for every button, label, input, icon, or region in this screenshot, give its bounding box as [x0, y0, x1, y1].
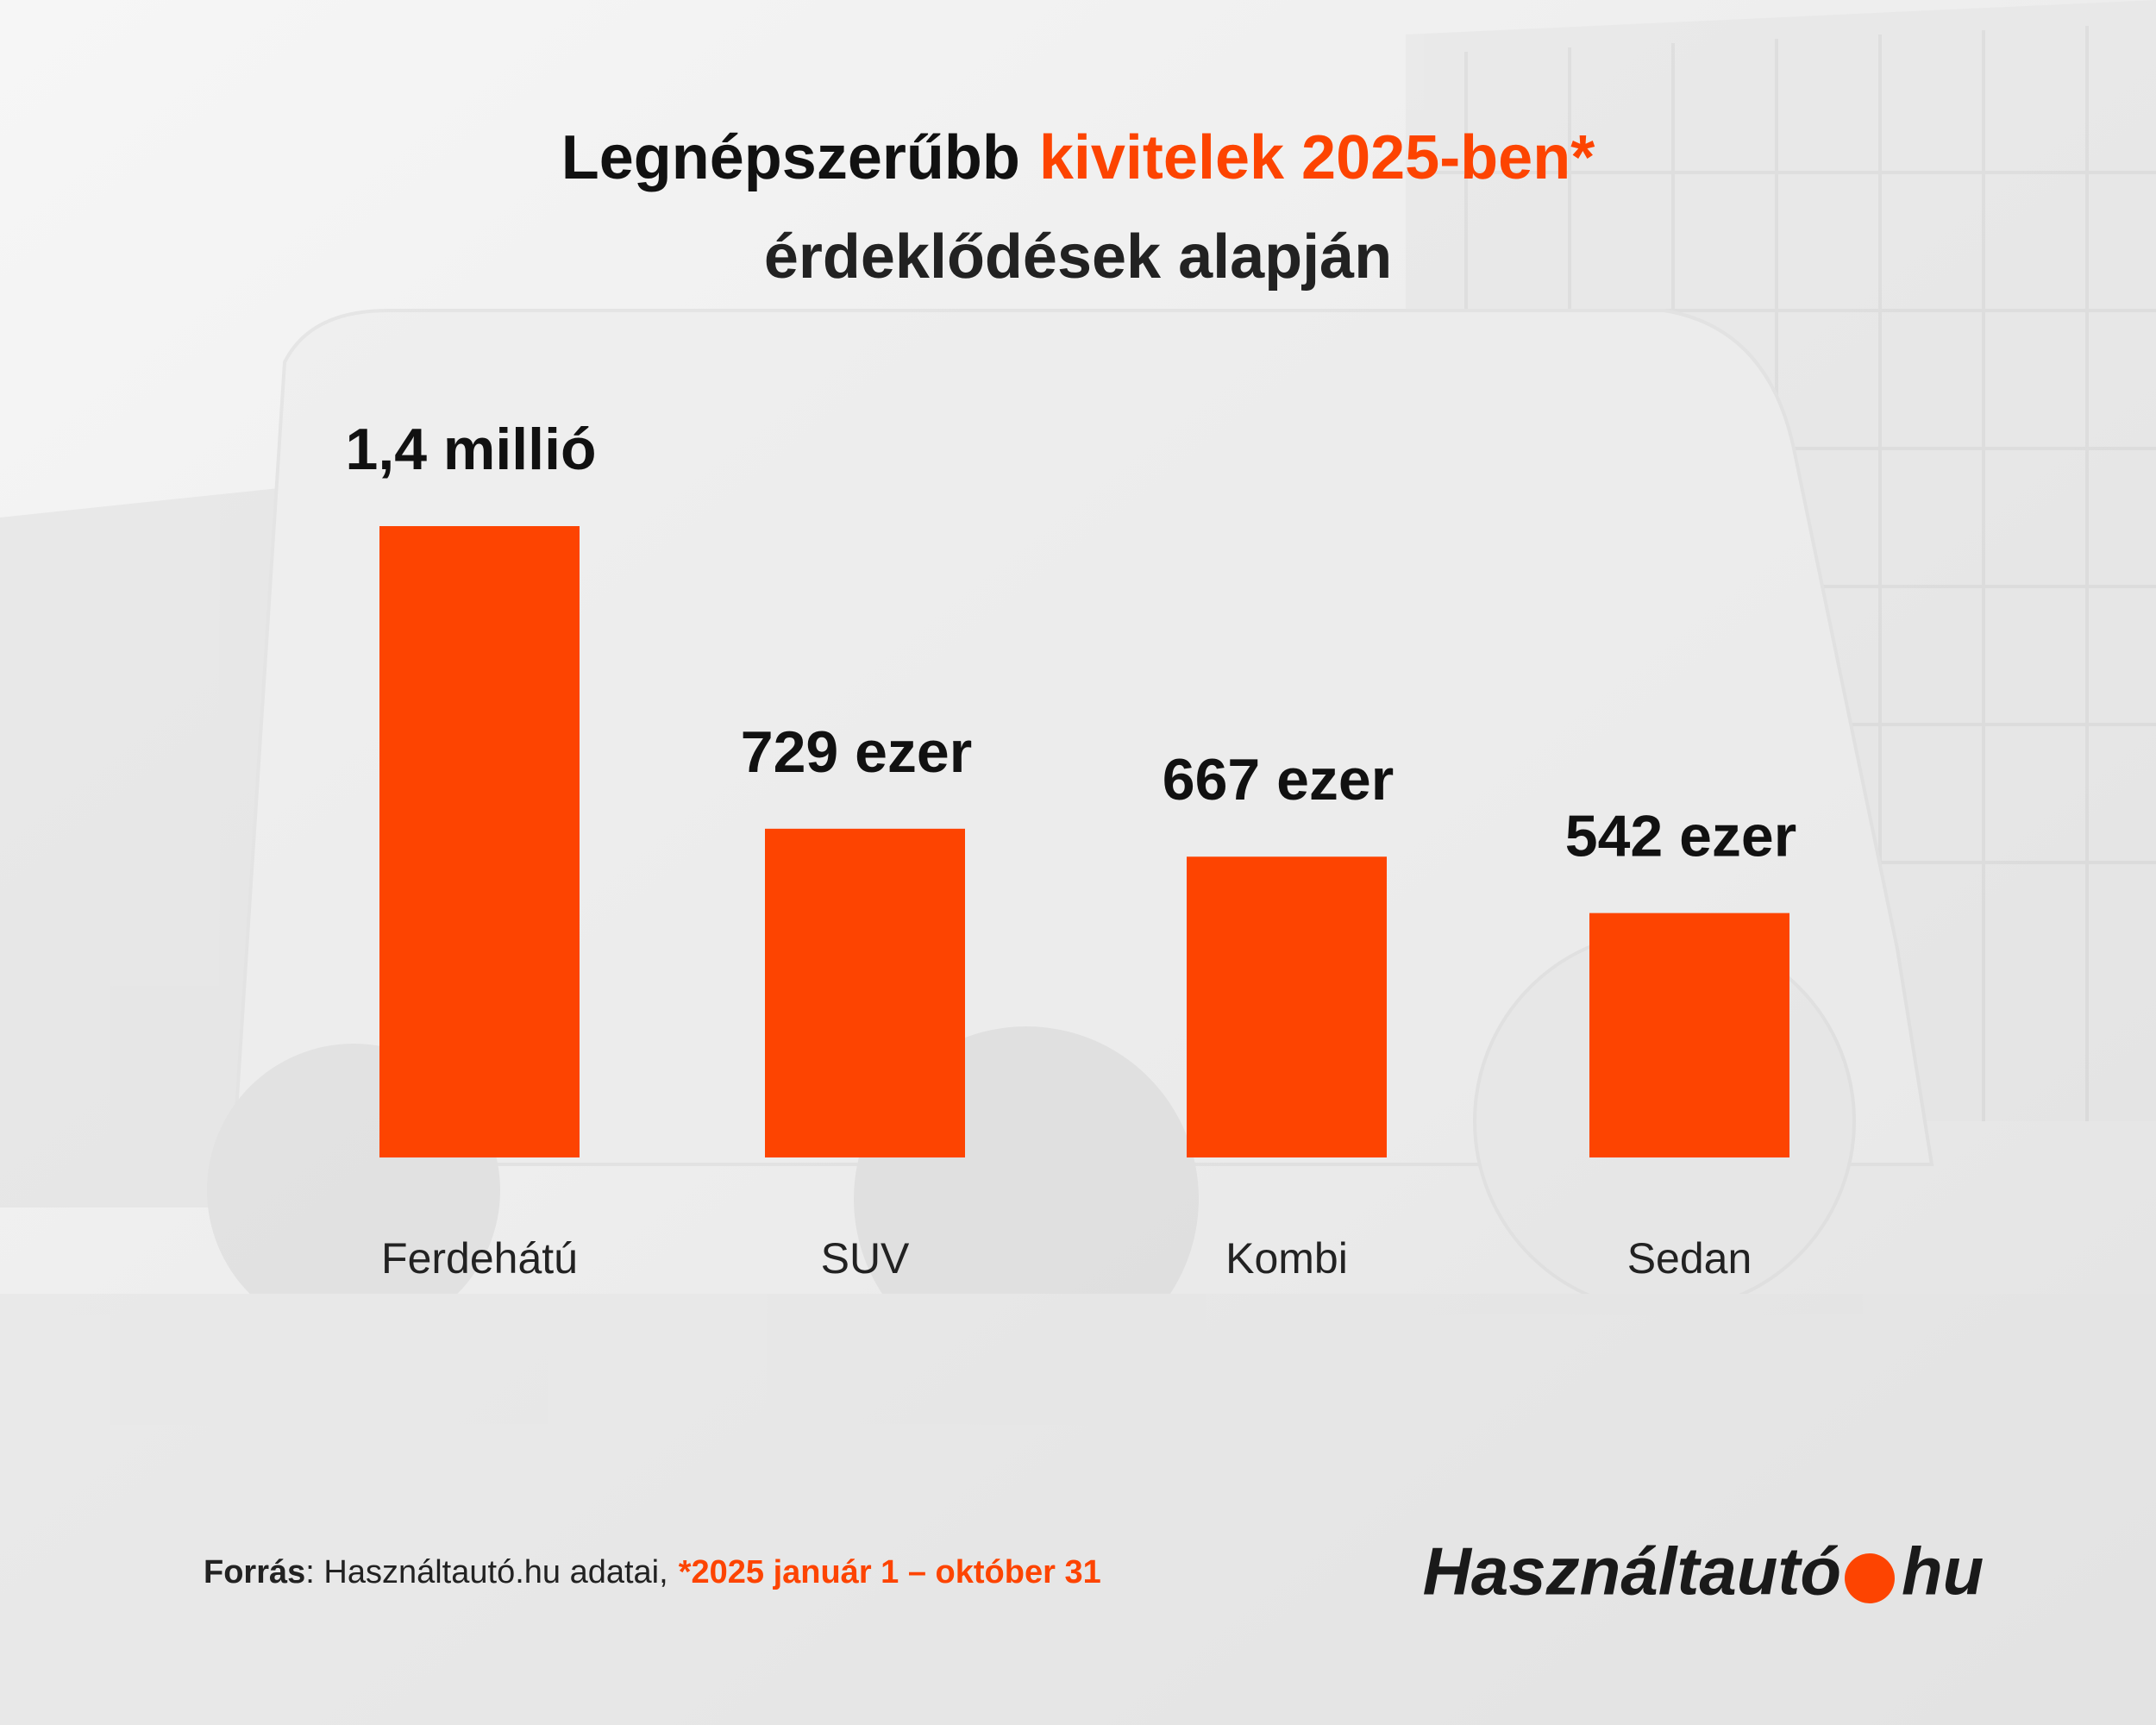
logo-text: hu	[1902, 1534, 1984, 1609]
bar	[1187, 856, 1387, 1157]
logo: Használtautó hu	[1423, 1534, 1984, 1609]
x-tick-label: Ferdehátú	[381, 1234, 578, 1283]
value-label: 729 ezer	[741, 719, 972, 785]
source-note: Forrás: Használtautó.hu adatai, *2025 jan…	[204, 1554, 1101, 1590]
title-part: Legnépszerűbb	[561, 123, 1020, 192]
bar	[765, 828, 965, 1157]
x-tick-label: SUV	[821, 1234, 910, 1283]
title-highlight: kivitelek 2025-ben*	[1039, 123, 1595, 192]
value-label: 667 ezer	[1163, 747, 1394, 812]
x-tick-label: Sedan	[1627, 1234, 1752, 1283]
chart-title: Legnépszerűbb kivitelek 2025-ben*	[561, 123, 1595, 192]
x-tick-label: Kombi	[1225, 1234, 1348, 1283]
source-period: *2025 január 1 – október 31	[679, 1554, 1101, 1590]
value-label: 542 ezer	[1565, 804, 1796, 869]
value-label: 1,4 millió	[346, 417, 597, 482]
bar	[1589, 913, 1789, 1157]
bar	[379, 526, 580, 1157]
logo-text: Használtautó	[1423, 1534, 1841, 1609]
chart-subtitle: érdeklődések alapján	[764, 223, 1392, 292]
logo-dot	[1845, 1553, 1895, 1603]
source-text: : Használtautó.hu adatai,	[305, 1554, 667, 1590]
source-label: Forrás	[204, 1554, 305, 1590]
